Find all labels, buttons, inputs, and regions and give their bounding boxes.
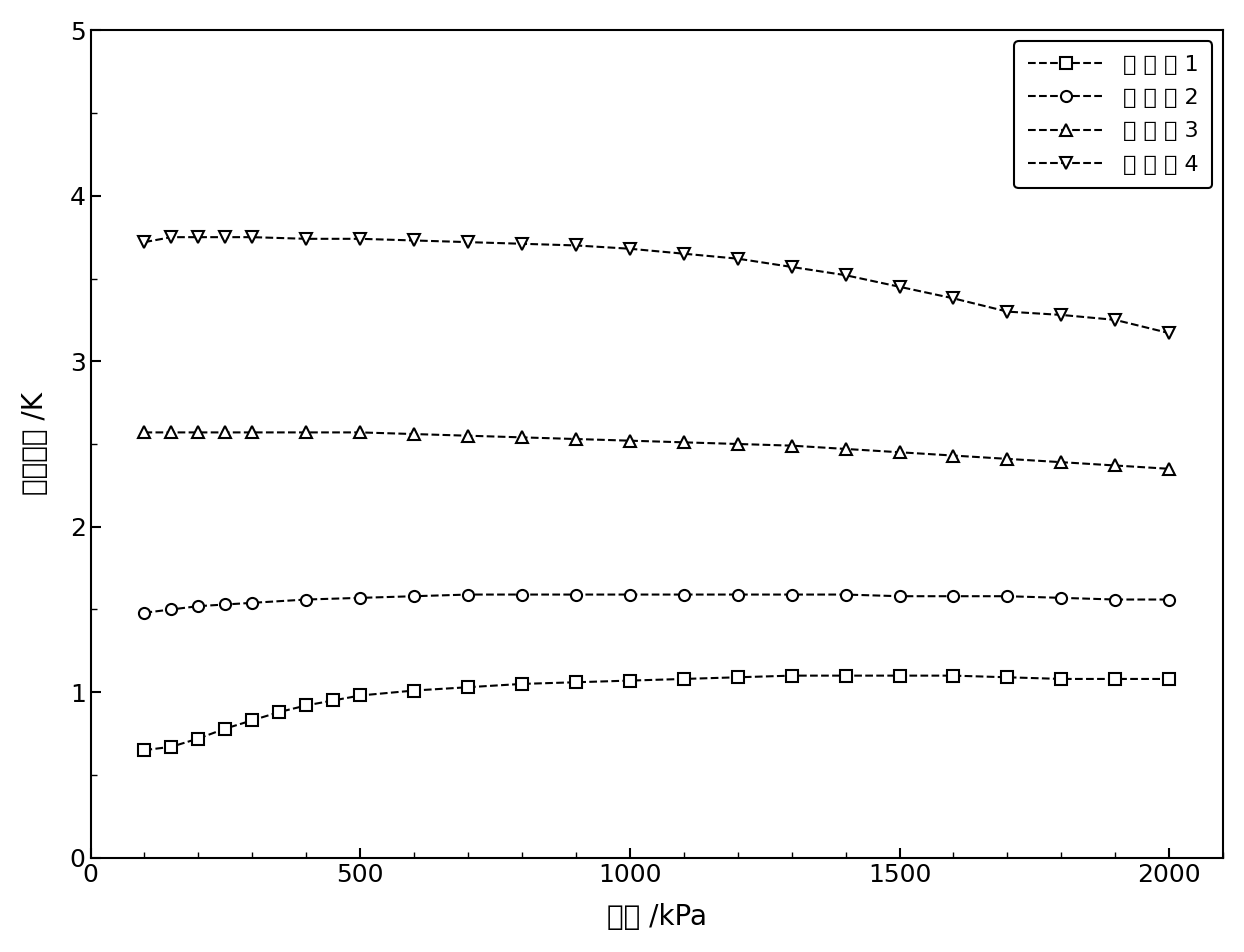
实 施 例 1: [326, 695, 341, 706]
实 施 例 3: [515, 431, 530, 443]
实 施 例 3: [838, 444, 853, 455]
实 施 例 1: [272, 706, 287, 718]
实 施 例 1: [945, 670, 960, 682]
实 施 例 1: [784, 670, 799, 682]
实 施 例 3: [784, 440, 799, 451]
实 施 例 3: [945, 450, 960, 462]
实 施 例 2: [1000, 590, 1015, 602]
实 施 例 1: [1162, 673, 1177, 684]
实 施 例 4: [1162, 327, 1177, 339]
实 施 例 1: [164, 741, 179, 752]
实 施 例 3: [1162, 463, 1177, 474]
实 施 例 3: [569, 433, 583, 445]
实 施 例 4: [622, 243, 637, 254]
实 施 例 1: [677, 673, 692, 684]
实 施 例 2: [1162, 594, 1177, 605]
实 施 例 2: [892, 590, 907, 602]
实 施 例 4: [838, 269, 853, 281]
实 施 例 3: [730, 438, 745, 449]
实 施 例 4: [137, 236, 152, 248]
实 施 例 1: [218, 723, 233, 734]
实 施 例 2: [460, 589, 475, 601]
实 施 例 1: [622, 675, 637, 686]
实 施 例 3: [1054, 456, 1069, 467]
实 施 例 1: [1108, 673, 1123, 684]
实 施 例 4: [730, 253, 745, 265]
实 施 例 3: [299, 426, 313, 438]
实 施 例 4: [945, 292, 960, 304]
实 施 例 2: [190, 601, 205, 612]
Line: 实 施 例 1: 实 施 例 1: [139, 670, 1174, 756]
实 施 例 1: [353, 690, 368, 702]
实 施 例 2: [164, 604, 179, 615]
实 施 例 2: [245, 597, 260, 608]
实 施 例 3: [164, 426, 179, 438]
实 施 例 4: [245, 231, 260, 243]
实 施 例 1: [137, 744, 152, 756]
实 施 例 4: [892, 281, 907, 292]
实 施 例 1: [892, 670, 907, 682]
实 施 例 2: [838, 589, 853, 601]
Line: 实 施 例 2: 实 施 例 2: [139, 589, 1174, 618]
实 施 例 1: [190, 733, 205, 744]
Line: 实 施 例 4: 实 施 例 4: [139, 231, 1174, 339]
实 施 例 3: [622, 435, 637, 446]
实 施 例 2: [218, 599, 233, 610]
实 施 例 2: [730, 589, 745, 601]
实 施 例 4: [1000, 306, 1015, 317]
实 施 例 1: [730, 671, 745, 683]
实 施 例 3: [1108, 460, 1123, 471]
实 施 例 4: [190, 231, 205, 243]
实 施 例 2: [1108, 594, 1123, 605]
实 施 例 1: [515, 678, 530, 689]
实 施 例 2: [137, 607, 152, 619]
实 施 例 2: [677, 589, 692, 601]
实 施 例 1: [460, 682, 475, 693]
实 施 例 1: [569, 677, 583, 688]
实 施 例 1: [407, 684, 422, 696]
实 施 例 4: [353, 233, 368, 245]
实 施 例 2: [299, 594, 313, 605]
实 施 例 4: [299, 233, 313, 245]
实 施 例 4: [677, 248, 692, 259]
实 施 例 4: [569, 240, 583, 251]
实 施 例 3: [190, 426, 205, 438]
实 施 例 3: [353, 426, 368, 438]
实 施 例 2: [784, 589, 799, 601]
实 施 例 1: [1054, 673, 1069, 684]
实 施 例 4: [1108, 314, 1123, 326]
实 施 例 1: [838, 670, 853, 682]
实 施 例 3: [1000, 453, 1015, 465]
实 施 例 1: [245, 715, 260, 726]
实 施 例 3: [245, 426, 260, 438]
实 施 例 3: [218, 426, 233, 438]
实 施 例 1: [299, 700, 313, 711]
实 施 例 4: [460, 236, 475, 248]
实 施 例 4: [515, 238, 530, 249]
Y-axis label: 温度滑移 /K: 温度滑移 /K: [21, 392, 49, 495]
实 施 例 3: [892, 446, 907, 458]
实 施 例 3: [677, 437, 692, 448]
实 施 例 4: [407, 235, 422, 247]
实 施 例 2: [407, 590, 422, 602]
实 施 例 4: [1054, 309, 1069, 321]
实 施 例 2: [622, 589, 637, 601]
实 施 例 4: [784, 261, 799, 272]
实 施 例 2: [569, 589, 583, 601]
实 施 例 3: [460, 430, 475, 442]
实 施 例 2: [945, 590, 960, 602]
实 施 例 1: [1000, 671, 1015, 683]
实 施 例 2: [515, 589, 530, 601]
Legend: 实 施 例 1, 实 施 例 2, 实 施 例 3, 实 施 例 4: 实 施 例 1, 实 施 例 2, 实 施 例 3, 实 施 例 4: [1014, 42, 1212, 188]
X-axis label: 压力 /kPa: 压力 /kPa: [607, 903, 707, 931]
实 施 例 3: [407, 428, 422, 440]
实 施 例 3: [137, 426, 152, 438]
实 施 例 2: [1054, 592, 1069, 604]
Line: 实 施 例 3: 实 施 例 3: [139, 426, 1174, 474]
实 施 例 4: [164, 231, 179, 243]
实 施 例 4: [218, 231, 233, 243]
实 施 例 2: [353, 592, 368, 604]
